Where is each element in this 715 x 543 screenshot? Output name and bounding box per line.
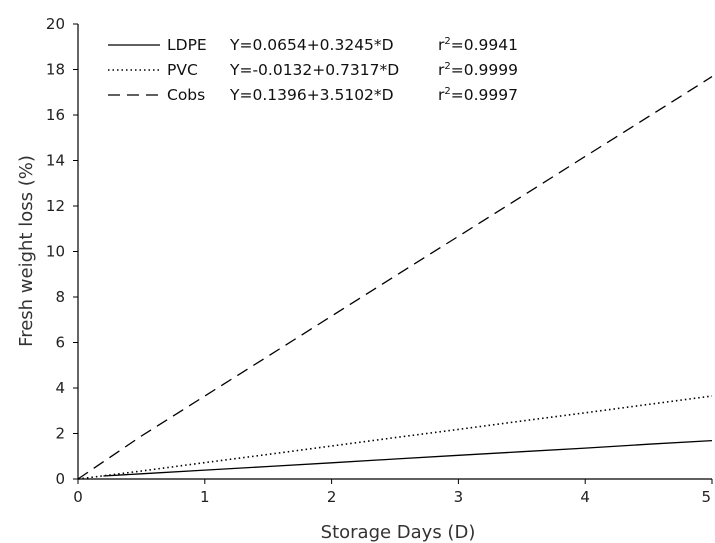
y-axis-ticks: 0 2 4 6 8 10 12 14 16 18 20	[46, 15, 78, 488]
series-line-pvc	[77, 395, 713, 480]
legend-entry-ldpe: LDPE Y=0.0654+0.3245*D r2=0.9941	[167, 36, 518, 54]
y-tick-label: 18	[46, 61, 65, 79]
legend-equation: Y=-0.0132+0.7317*D	[229, 61, 399, 79]
x-tick-label: 1	[200, 488, 210, 506]
legend-series-name: Cobs	[167, 86, 205, 104]
legend-entry-cobs: Cobs Y=0.1396+3.5102*D r2=0.9997	[167, 86, 518, 104]
series-line-cobs	[77, 76, 713, 480]
legend-r2-prefix: r	[438, 36, 445, 54]
series-line-ldpe	[103, 439, 713, 477]
y-tick-label: 20	[46, 15, 65, 33]
y-tick-label: 4	[55, 379, 65, 397]
y-tick-label: 12	[46, 197, 65, 215]
x-axis-label: Storage Days (D)	[321, 522, 476, 543]
x-axis-ticks: 0 1 2 3 4 5	[73, 479, 713, 506]
y-tick-label: 8	[55, 288, 65, 306]
legend-equation: Y=0.0654+0.3245*D	[229, 36, 394, 54]
plot-lines	[77, 76, 713, 480]
legend-r2-prefix: r	[438, 61, 445, 79]
legend-r2-prefix: r	[438, 86, 445, 104]
legend-series-name: PVC	[167, 61, 198, 79]
x-tick-label: 0	[73, 488, 83, 506]
y-axis-label: Fresh weight loss (%)	[16, 155, 37, 347]
y-tick-label: 6	[55, 334, 65, 352]
y-tick-label: 14	[46, 152, 65, 170]
x-tick-label: 5	[701, 488, 711, 506]
y-tick-label: 10	[46, 243, 65, 261]
legend-r2-value: =0.9999	[451, 61, 518, 79]
y-tick-label: 0	[55, 470, 65, 488]
legend-r2-superscript: 2	[444, 86, 450, 97]
legend-entry-pvc: PVC Y=-0.0132+0.7317*D r2=0.9999	[167, 61, 518, 79]
legend-series-name: LDPE	[167, 36, 207, 54]
y-tick-label: 2	[55, 425, 65, 443]
x-tick-label: 4	[580, 488, 590, 506]
x-tick-label: 2	[327, 488, 337, 506]
y-tick-label: 16	[46, 106, 65, 124]
legend-r2-superscript: 2	[444, 61, 450, 72]
legend-r2-superscript: 2	[444, 36, 450, 47]
legend-equation: Y=0.1396+3.5102*D	[229, 86, 394, 104]
legend-r2-value: =0.9997	[451, 86, 518, 104]
x-tick-label: 3	[454, 488, 464, 506]
legend-r2-value: =0.9941	[451, 36, 518, 54]
